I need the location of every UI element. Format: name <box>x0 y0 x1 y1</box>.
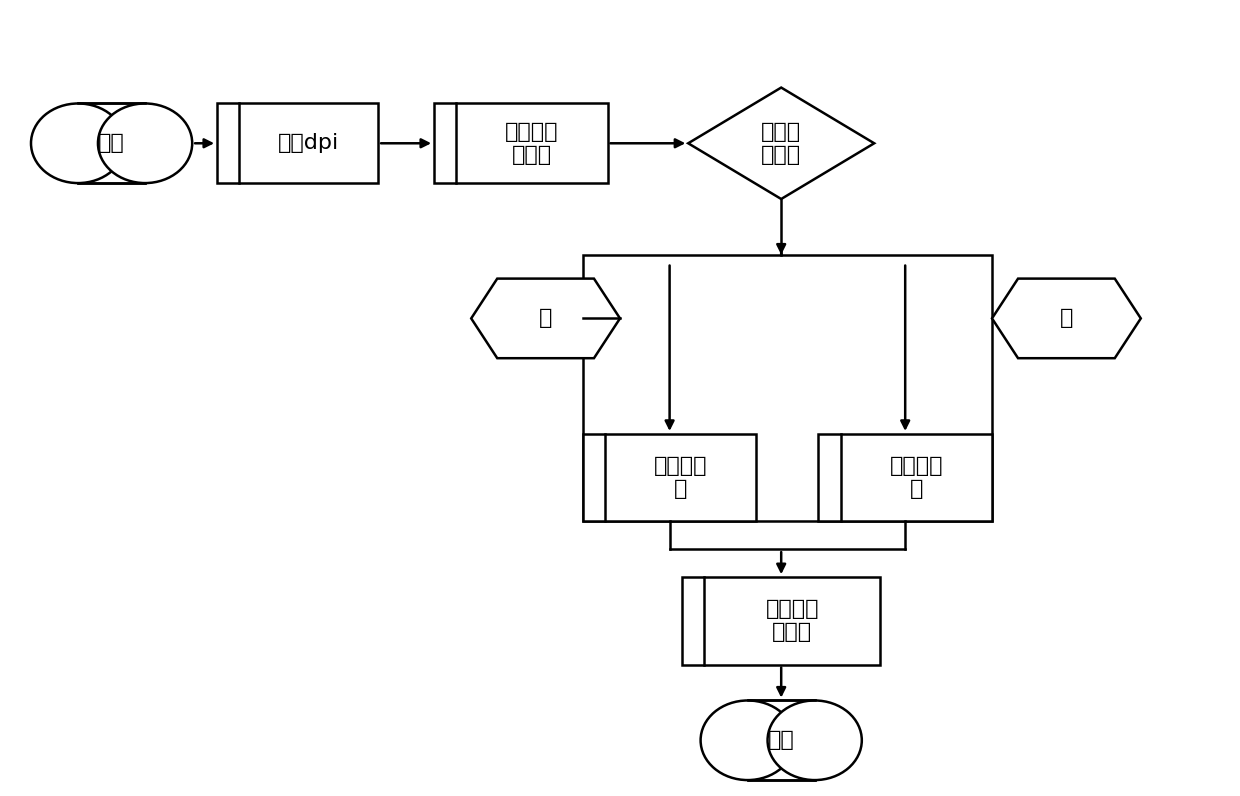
Polygon shape <box>471 279 620 358</box>
Bar <box>682 577 880 665</box>
Text: 比例尺换
算: 比例尺换 算 <box>653 456 708 499</box>
Polygon shape <box>992 279 1141 358</box>
Polygon shape <box>688 88 874 199</box>
Bar <box>78 103 145 183</box>
Text: 米: 米 <box>1060 308 1073 329</box>
Ellipse shape <box>31 103 125 183</box>
Text: 结束: 结束 <box>768 730 795 751</box>
Bar <box>583 434 756 521</box>
Bar <box>818 434 992 521</box>
Text: 开始: 开始 <box>98 133 125 154</box>
Text: 度: 度 <box>539 308 552 329</box>
Bar <box>583 255 992 521</box>
Text: 判断地
图单位: 判断地 图单位 <box>761 122 801 165</box>
Ellipse shape <box>768 700 862 780</box>
Bar <box>748 700 815 780</box>
Bar <box>434 103 608 183</box>
Ellipse shape <box>701 700 795 780</box>
Text: 比例尺配
置方法: 比例尺配 置方法 <box>765 599 820 642</box>
Text: 比例尺换
算: 比例尺换 算 <box>889 456 944 499</box>
Ellipse shape <box>98 103 192 183</box>
Text: 获取dpi: 获取dpi <box>278 133 340 154</box>
Text: 获取地图
坐标系: 获取地图 坐标系 <box>505 122 559 165</box>
Bar <box>217 103 378 183</box>
